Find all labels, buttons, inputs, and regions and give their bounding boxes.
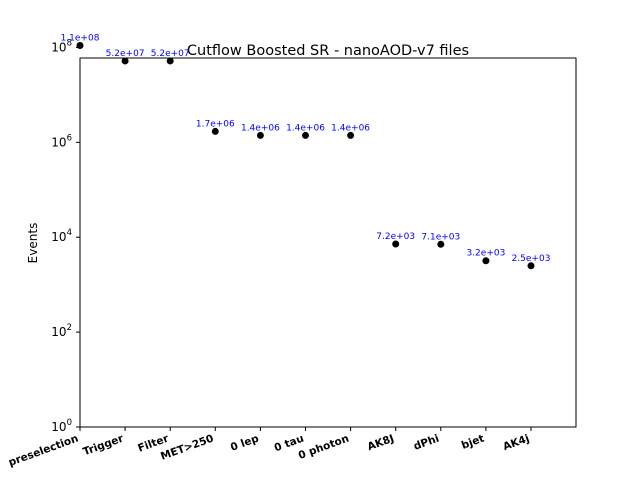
y-axis-label: Events xyxy=(26,223,40,264)
data-point xyxy=(347,131,355,139)
y-tick-label: 102 xyxy=(51,323,72,339)
data-label: 1.7e+06 xyxy=(196,119,235,129)
data-point xyxy=(482,257,490,265)
x-tick-label: 0 photon xyxy=(297,433,351,462)
data-label: 2.5e+03 xyxy=(512,254,551,264)
data-point xyxy=(166,57,174,65)
x-tick-label: AK4j xyxy=(501,433,531,454)
data-point xyxy=(392,240,400,248)
chart-title: Cutflow Boosted SR - nanoAOD-v7 files xyxy=(187,43,469,59)
x-tick-label: dPhi xyxy=(412,433,441,453)
data-point xyxy=(211,127,219,135)
y-tick-label: 106 xyxy=(51,133,72,149)
data-label: 5.2e+07 xyxy=(151,49,190,59)
x-tick-label: preselection xyxy=(7,433,80,469)
x-tick-label: bjet xyxy=(460,433,486,452)
data-label: 1.4e+06 xyxy=(331,123,370,133)
y-tick-label: 104 xyxy=(51,228,72,244)
data-point xyxy=(256,131,264,139)
data-point xyxy=(121,57,129,65)
data-point xyxy=(302,131,309,139)
data-label: 1.1e+08 xyxy=(61,34,100,44)
data-label: 5.2e+07 xyxy=(106,49,145,59)
y-axis-ticks: 100 102 104 106 108 xyxy=(51,38,80,434)
plot-area xyxy=(79,57,577,428)
y-tick-label: 100 xyxy=(51,418,72,434)
data-point xyxy=(437,240,445,248)
x-tick-label: Trigger xyxy=(81,432,125,458)
data-label: 3.2e+03 xyxy=(466,249,505,259)
data-labels: 1.1e+08 5.2e+07 5.2e+07 1.7e+06 1.4e+06 1.4e+… xyxy=(61,34,551,264)
x-tick-label: AK8J xyxy=(366,433,396,454)
data-points xyxy=(76,42,535,270)
data-label: 7.1e+03 xyxy=(421,232,460,242)
y-tick-label: 108 xyxy=(51,38,72,54)
data-point xyxy=(527,262,535,270)
x-tick-label: 0 lep xyxy=(229,432,261,453)
data-label: 1.4e+06 xyxy=(241,123,280,133)
data-label: 7.2e+03 xyxy=(376,232,415,242)
data-point xyxy=(76,42,84,50)
data-label: 1.4e+06 xyxy=(286,123,325,133)
